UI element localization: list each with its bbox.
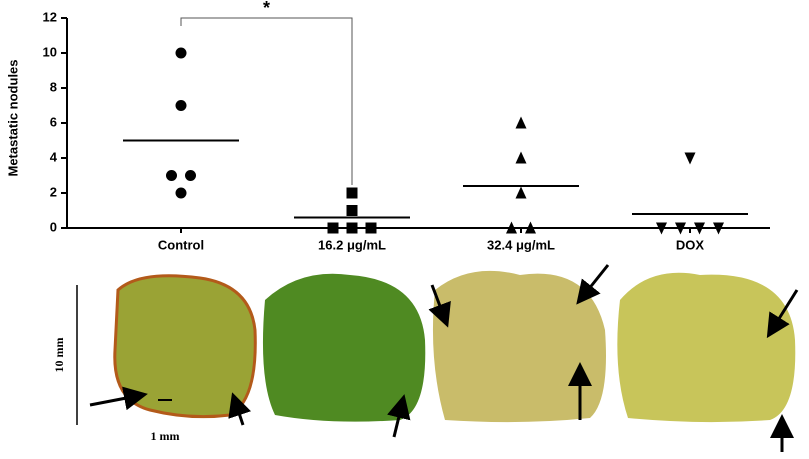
x-tick-label: DOX bbox=[676, 237, 705, 252]
dot bbox=[694, 222, 705, 235]
dot bbox=[515, 116, 527, 129]
dot bbox=[675, 222, 686, 235]
lung-photo bbox=[617, 272, 796, 423]
dot bbox=[346, 222, 358, 234]
dot bbox=[327, 222, 339, 234]
dot bbox=[175, 187, 187, 199]
x-tick-label: 32.4 μg/mL bbox=[487, 237, 555, 252]
y-tick-label: 10 bbox=[43, 44, 57, 59]
x-tick-label: Control bbox=[158, 237, 204, 252]
dot bbox=[346, 205, 358, 216]
significance-bracket bbox=[180, 17, 353, 185]
x-tick-label: 16.2 μg/mL bbox=[318, 237, 386, 252]
y-tick-label: 0 bbox=[50, 219, 57, 234]
dot bbox=[713, 222, 724, 235]
lung-photos: 10 mm 1 mm bbox=[52, 264, 799, 452]
dot bbox=[515, 186, 527, 199]
dot bbox=[656, 222, 667, 235]
dot bbox=[525, 221, 536, 234]
dot bbox=[166, 170, 177, 181]
y-tick-label: 2 bbox=[50, 184, 57, 199]
y-axis-label: Metastatic nodules bbox=[5, 59, 20, 176]
dot bbox=[175, 47, 187, 59]
y-tick-label: 4 bbox=[50, 149, 58, 164]
y-tick-label: 8 bbox=[50, 79, 57, 94]
dot bbox=[175, 100, 187, 111]
scale-label: 1 mm bbox=[151, 429, 180, 443]
dot bbox=[346, 187, 358, 199]
dot bbox=[515, 151, 527, 164]
lung-photo bbox=[262, 273, 426, 422]
dot bbox=[365, 222, 377, 234]
scale-label: 10 mm bbox=[52, 338, 66, 373]
dot bbox=[506, 221, 517, 234]
significance-label: * bbox=[263, 0, 270, 18]
arrows bbox=[89, 264, 799, 452]
dot bbox=[185, 170, 196, 181]
lung-photo bbox=[432, 270, 606, 423]
dot bbox=[684, 152, 696, 165]
y-tick-label: 12 bbox=[43, 9, 57, 24]
y-tick-label: 6 bbox=[50, 114, 57, 129]
